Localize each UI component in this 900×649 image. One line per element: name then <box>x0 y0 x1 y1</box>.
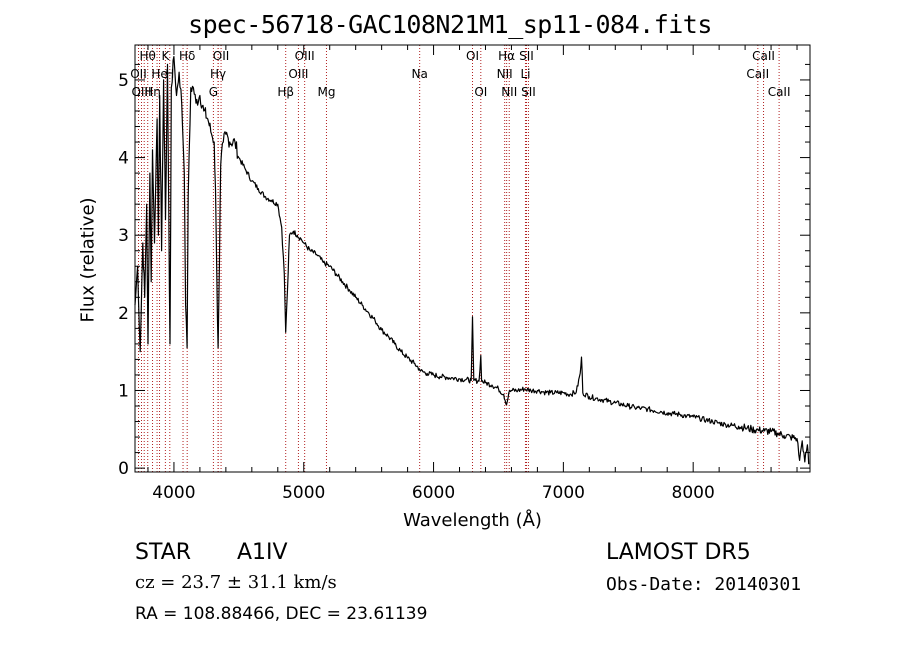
spectrum-series-line <box>134 56 810 465</box>
spectral-line-label: Hγ <box>210 67 226 81</box>
spectral-line-label: He <box>151 67 167 81</box>
spectral-line-label: OI <box>466 49 479 63</box>
x-tick-label: 6000 <box>412 483 455 503</box>
spectral-line-label: Na <box>411 67 427 81</box>
spectral-line-label: NII <box>497 67 513 81</box>
spectral-line-label: OIII <box>295 49 315 63</box>
y-tick-label: 0 <box>118 459 129 479</box>
x-tick-label: 8000 <box>672 483 715 503</box>
plot-frame <box>134 44 811 473</box>
spectral-line-label: Hθ <box>140 49 156 63</box>
y-tick-label: 1 <box>118 381 129 401</box>
spectral-line-label: OI <box>474 85 487 99</box>
redshift-velocity: cz = 23.7 ± 31.1 km/s <box>135 572 337 593</box>
y-axis: 0 1 2 3 4 5 <box>118 63 810 479</box>
spectral-line-label: CaII <box>746 67 769 81</box>
spectral-line-label: Hβ <box>277 85 294 99</box>
observation-date: Obs-Date: 20140301 <box>606 574 802 595</box>
spectral-line-label: Hδ <box>179 49 195 63</box>
coordinates: RA = 108.88466, DEC = 23.61139 <box>135 604 428 624</box>
spectral-line-label: OII <box>213 49 230 63</box>
chart-title: spec-56718-GAC108N21M1_sp11-084.fits <box>188 10 712 39</box>
object-subclass: A1IV <box>237 540 288 565</box>
spectral-line-label: SII <box>521 85 536 99</box>
x-tick-label: 4000 <box>152 483 195 503</box>
y-tick-label: 4 <box>118 149 129 169</box>
spectral-line-label: G <box>209 85 218 99</box>
x-tick-label: 7000 <box>542 483 585 503</box>
spectral-line-labels: Hθ K Hδ OII OIII OI Hα SII CaII OII HeH Hγ OIII Na NII… <box>130 49 790 99</box>
x-tick-label: 5000 <box>282 483 325 503</box>
y-tick-label: 3 <box>118 226 129 246</box>
object-class: STAR <box>135 540 192 565</box>
spectral-line-label: CaII <box>768 85 791 99</box>
spectral-line-markers <box>138 45 780 472</box>
spectral-line-label: Mg <box>317 85 335 99</box>
survey-name: LAMOST DR5 <box>606 540 751 565</box>
spectral-line-label: CaII <box>752 49 775 63</box>
spectral-line-label: H <box>165 67 174 81</box>
spectral-line-label: OII <box>130 67 147 81</box>
spectral-line-label: Hα <box>498 49 515 63</box>
spectral-line-label: SII <box>519 49 534 63</box>
x-axis: 4000 5000 6000 7000 8000 <box>147 45 798 503</box>
y-axis-label: Flux (relative) <box>77 197 99 323</box>
spectral-line-label: Li <box>520 67 530 81</box>
spectral-line-label: K <box>161 49 170 63</box>
y-tick-label: 5 <box>118 71 129 91</box>
spectral-line-label: OIII <box>288 67 308 81</box>
y-tick-label: 2 <box>118 304 129 324</box>
spectral-line-label: Hη <box>144 85 161 99</box>
spectral-line-label: NII <box>501 85 517 99</box>
x-axis-label: Wavelength (Å) <box>403 510 542 531</box>
